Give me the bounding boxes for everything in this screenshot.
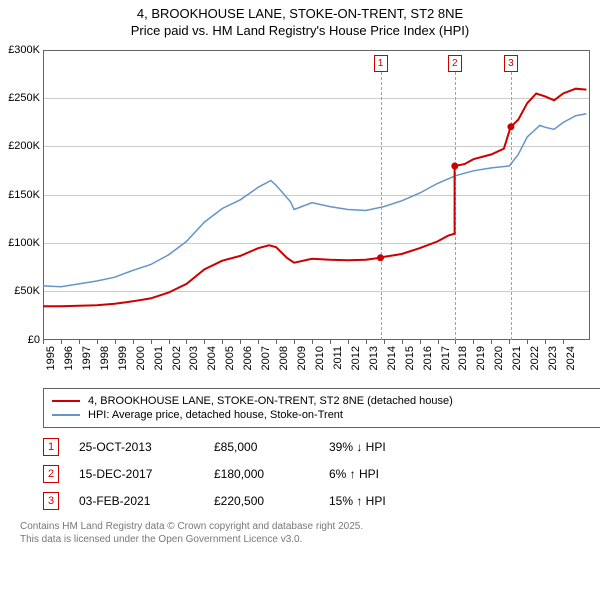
transaction-date: 15-DEC-2017	[79, 467, 194, 481]
transaction-pct: 15% ↑ HPI	[329, 494, 429, 508]
sale-point	[377, 254, 384, 261]
transaction-row: 2 15-DEC-2017 £180,000 6% ↑ HPI	[43, 465, 590, 483]
transaction-price: £220,500	[214, 494, 309, 508]
legend-swatch	[52, 414, 80, 416]
transaction-pct: 6% ↑ HPI	[329, 467, 429, 481]
transaction-date: 25-OCT-2013	[79, 440, 194, 454]
series-hpi	[43, 114, 586, 287]
legend-label: 4, BROOKHOUSE LANE, STOKE-ON-TRENT, ST2 …	[88, 395, 453, 407]
footer-line-1: Contains HM Land Registry data © Crown c…	[20, 520, 590, 533]
transactions-table: 1 25-OCT-2013 £85,000 39% ↓ HPI 2 15-DEC-2017…	[43, 438, 590, 510]
chart-title-block: 4, BROOKHOUSE LANE, STOKE-ON-TRENT, ST2 …	[10, 6, 590, 40]
transaction-row: 1 25-OCT-2013 £85,000 39% ↓ HPI	[43, 438, 590, 456]
transaction-marker: 2	[43, 465, 59, 483]
legend-item: 4, BROOKHOUSE LANE, STOKE-ON-TRENT, ST2 …	[52, 395, 594, 407]
sale-point	[451, 162, 458, 169]
sale-point	[507, 123, 514, 130]
legend-label: HPI: Average price, detached house, Stok…	[88, 409, 343, 421]
transaction-pct: 39% ↓ HPI	[329, 440, 429, 454]
footer-line-2: This data is licensed under the Open Gov…	[20, 533, 590, 546]
title-line-1: 4, BROOKHOUSE LANE, STOKE-ON-TRENT, ST2 …	[10, 6, 590, 23]
transaction-date: 03-FEB-2021	[79, 494, 194, 508]
transaction-price: £85,000	[214, 440, 309, 454]
title-line-2: Price paid vs. HM Land Registry's House …	[10, 23, 590, 40]
legend-swatch	[52, 400, 80, 402]
transaction-marker: 1	[43, 438, 59, 456]
transaction-row: 3 03-FEB-2021 £220,500 15% ↑ HPI	[43, 492, 590, 510]
footer-attribution: Contains HM Land Registry data © Crown c…	[20, 520, 590, 546]
transaction-marker: 3	[43, 492, 59, 510]
price-chart: £0£50K£100K£150K£200K£250K£300K199519961…	[10, 46, 590, 384]
legend: 4, BROOKHOUSE LANE, STOKE-ON-TRENT, ST2 …	[43, 388, 600, 428]
transaction-price: £180,000	[214, 467, 309, 481]
legend-item: HPI: Average price, detached house, Stok…	[52, 409, 594, 421]
chart-svg	[10, 46, 590, 384]
